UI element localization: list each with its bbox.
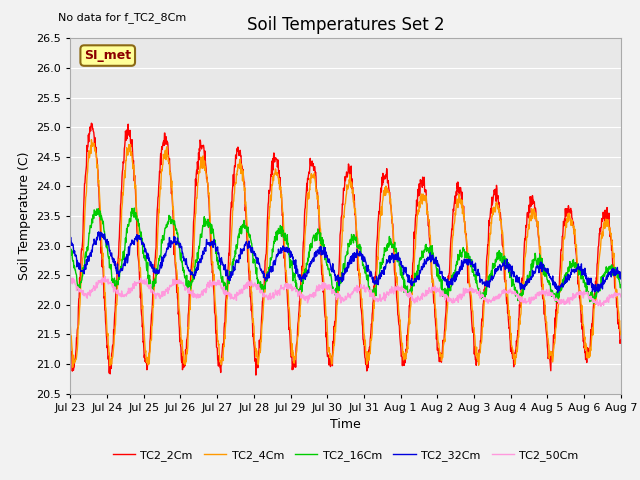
TC2_50Cm [504,288,511,294]
TC2_4Cm [67,324,74,330]
TC2_2Cm [504,310,511,316]
TC2_50Cm [101,274,109,279]
Title: Soil Temperatures Set 2: Soil Temperatures Set 2 [247,16,444,34]
TC2_50Cm [597,303,605,309]
TC2_2Cm [176,339,184,345]
Line: TC2_4Cm: TC2_4Cm [70,140,621,367]
TC2_16Cm [504,263,511,268]
TC2_16Cm [431,261,439,266]
TC2_32Cm [617,276,625,282]
TC2_4Cm [504,291,511,297]
TC2_2Cm [189,233,197,239]
TC2_16Cm [251,257,259,263]
TC2_16Cm [67,246,74,252]
TC2_32Cm [552,281,559,287]
TC2_50Cm [431,284,439,290]
TC2_16Cm [176,247,184,253]
Line: TC2_16Cm: TC2_16Cm [70,208,621,303]
TC2_32Cm [95,229,102,235]
TC2_32Cm [251,250,259,256]
TC2_50Cm [552,297,559,302]
TC2_32Cm [189,272,197,278]
TC2_16Cm [552,294,559,300]
TC2_4Cm [189,264,197,270]
Line: TC2_50Cm: TC2_50Cm [70,276,621,306]
TC2_2Cm [552,319,560,325]
TC2_4Cm [88,137,95,143]
TC2_50Cm [67,275,74,281]
TC2_4Cm [617,332,625,337]
TC2_16Cm [131,205,138,211]
TC2_32Cm [67,236,74,241]
TC2_4Cm [432,306,440,312]
TC2_4Cm [177,322,184,328]
Y-axis label: Soil Temperature (C): Soil Temperature (C) [18,152,31,280]
TC2_2Cm [252,372,260,378]
Line: TC2_32Cm: TC2_32Cm [70,232,621,293]
X-axis label: Time: Time [330,418,361,431]
TC2_32Cm [431,258,439,264]
TC2_4Cm [69,364,77,370]
TC2_2Cm [617,337,625,343]
TC2_4Cm [552,324,560,330]
Legend: TC2_2Cm, TC2_4Cm, TC2_16Cm, TC2_32Cm, TC2_50Cm: TC2_2Cm, TC2_4Cm, TC2_16Cm, TC2_32Cm, TC… [108,445,583,465]
TC2_2Cm [88,120,95,126]
TC2_50Cm [617,294,625,300]
TC2_16Cm [617,282,625,288]
Text: SI_met: SI_met [84,49,131,62]
TC2_32Cm [554,290,561,296]
TC2_50Cm [176,280,184,286]
Line: TC2_2Cm: TC2_2Cm [70,123,621,375]
TC2_16Cm [590,300,598,306]
TC2_32Cm [176,244,184,250]
TC2_16Cm [189,272,197,277]
TC2_50Cm [251,280,259,286]
TC2_2Cm [432,322,440,328]
Text: No data for f_TC2_8Cm: No data for f_TC2_8Cm [58,12,186,23]
TC2_2Cm [251,357,259,363]
TC2_2Cm [67,337,74,343]
TC2_4Cm [252,342,259,348]
TC2_32Cm [504,256,511,262]
TC2_50Cm [189,294,197,300]
